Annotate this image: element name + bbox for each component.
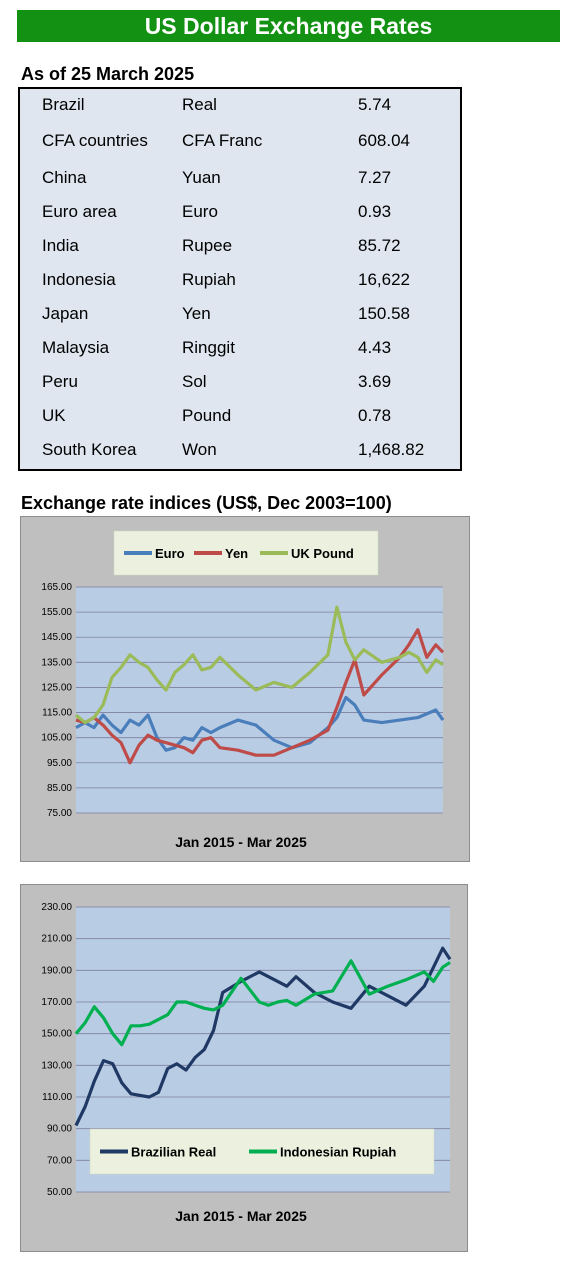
- country-name: UK: [42, 406, 66, 425]
- emerging-currency-index-chart: 50.00 70.00 90.00 110.00 130.00 150.00 170.00 1…: [20, 884, 468, 1252]
- rate-row: CFA countries CFA Franc 608.04: [20, 131, 460, 155]
- currency-name: Real: [182, 95, 217, 114]
- rate-row: Malaysia Ringgit 4.43: [20, 338, 460, 362]
- currency-name: Rupiah: [182, 270, 236, 289]
- chart-2-svg: 50.00 70.00 90.00 110.00 130.00 150.00 170.00 1…: [41, 902, 452, 1224]
- series-line-brazilian-real: [74, 946, 452, 1127]
- country-name: Brazil: [42, 95, 85, 114]
- rate-value: 16,622: [358, 270, 410, 289]
- y-tick-label: 155.00: [41, 607, 72, 618]
- y-tick-label: 165.00: [41, 582, 72, 593]
- currency-name: Pound: [182, 406, 232, 425]
- rates-subtitle: As of 25 March 2025: [21, 64, 195, 84]
- plot-area: [76, 587, 443, 813]
- currency-name: Ringgit: [182, 338, 235, 357]
- series-line-yen: [75, 628, 445, 765]
- y-tick-label: 85.00: [47, 783, 72, 794]
- currency-name: Euro: [182, 202, 218, 221]
- legend-entry: Indonesian Rupiah: [280, 1145, 396, 1160]
- series-line-euro: [75, 695, 445, 752]
- rate-row: Brazil Real 5.74: [20, 95, 460, 119]
- y-tick-label: 95.00: [47, 758, 72, 769]
- y-tick-label: 70.00: [47, 1155, 72, 1166]
- currency-name: Yen: [182, 304, 211, 323]
- country-name: Euro area: [42, 202, 117, 221]
- country-name: Malaysia: [42, 338, 110, 357]
- rate-value: 608.04: [358, 131, 410, 150]
- country-name: India: [42, 236, 79, 255]
- y-tick-label: 230.00: [41, 902, 72, 913]
- rate-row: China Yuan 7.27: [20, 168, 460, 192]
- rate-value: 0.78: [358, 406, 392, 425]
- country-name: China: [42, 168, 87, 187]
- rate-row: UK Pound 0.78: [20, 406, 460, 430]
- indices-subtitle: Exchange rate indices (US$, Dec 2003=100…: [21, 493, 392, 513]
- x-axis-label: Jan 2015 - Mar 2025: [175, 834, 307, 850]
- rate-value: 1,468.82: [358, 440, 425, 459]
- series-line-uk-pound: [74, 605, 444, 725]
- legend-box: [113, 530, 379, 576]
- rate-value: 150.58: [358, 304, 410, 323]
- rate-value: 85.72: [358, 236, 401, 255]
- currency-name: Sol: [182, 372, 207, 391]
- y-tick-label: 210.00: [41, 934, 72, 945]
- rate-value: 4.43: [358, 338, 392, 357]
- country-name: Indonesia: [42, 270, 116, 289]
- x-axis-label: Jan 2015 - Mar 2025: [175, 1208, 307, 1224]
- rate-row: Euro area Euro 0.93: [20, 202, 460, 226]
- rate-row: Indonesia Rupiah 16,622: [20, 270, 460, 294]
- rate-value: 7.27: [358, 168, 392, 187]
- y-tick-label: 145.00: [41, 632, 72, 643]
- rate-row: Japan Yen 150.58: [20, 304, 460, 328]
- page-banner: US Dollar Exchange Rates: [17, 10, 560, 42]
- country-name: South Korea: [42, 440, 137, 459]
- y-tick-label: 115.00: [42, 708, 72, 719]
- y-tick-label: 105.00: [41, 733, 72, 744]
- country-name: Peru: [42, 372, 78, 391]
- rate-row: South Korea Won 1,468.82: [20, 440, 460, 464]
- y-tick-label: 135.00: [41, 657, 72, 668]
- legend-entry: Euro: [155, 546, 185, 561]
- country-name: CFA countries: [42, 131, 148, 150]
- major-currency-index-chart: 75.00 85.00 95.00 105.00 115.00 125.00 135.00 1…: [20, 516, 470, 862]
- country-name: Japan: [42, 304, 89, 323]
- y-tick-label: 50.00: [47, 1187, 72, 1198]
- rate-row: Peru Sol 3.69: [20, 372, 460, 396]
- y-tick-label: 170.00: [41, 997, 72, 1008]
- rate-value: 3.69: [358, 372, 392, 391]
- legend-entry: Brazilian Real: [131, 1145, 216, 1160]
- rate-value: 5.74: [358, 95, 392, 114]
- y-tick-label: 190.00: [41, 965, 72, 976]
- rate-value: 0.93: [358, 202, 392, 221]
- y-tick-label: 75.00: [47, 808, 72, 819]
- y-tick-label: 130.00: [41, 1060, 72, 1071]
- exchange-rates-table: Brazil Real 5.74 CFA countries CFA Franc 608.…: [18, 87, 462, 471]
- legend-entry: UK Pound: [291, 546, 354, 561]
- currency-name: CFA Franc: [182, 131, 263, 150]
- y-tick-label: 150.00: [41, 1029, 72, 1040]
- chart-1-svg: 75.00 85.00 95.00 105.00 115.00 125.00 135.00 1…: [41, 530, 445, 850]
- y-tick-label: 90.00: [47, 1124, 72, 1135]
- legend-entry: Yen: [225, 546, 248, 561]
- currency-name: Yuan: [182, 168, 221, 187]
- y-tick-label: 125.00: [41, 682, 72, 693]
- currency-name: Rupee: [182, 236, 233, 255]
- y-tick-label: 110.00: [42, 1092, 72, 1103]
- series-line-indonesian-rupiah: [74, 959, 451, 1047]
- currency-name: Won: [182, 440, 217, 459]
- rate-row: India Rupee 85.72: [20, 236, 460, 260]
